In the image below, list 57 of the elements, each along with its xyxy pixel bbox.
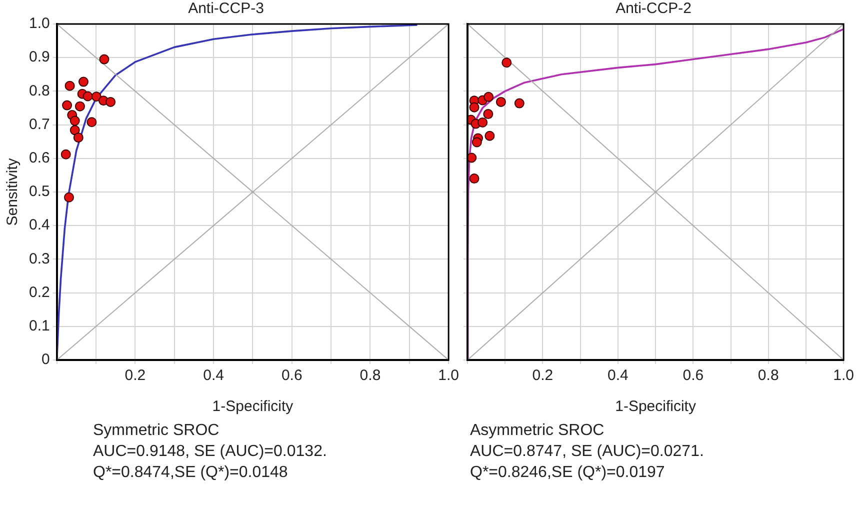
point bbox=[91, 92, 102, 102]
point bbox=[70, 125, 80, 136]
point bbox=[496, 96, 506, 107]
point bbox=[469, 102, 480, 112]
point bbox=[484, 92, 494, 102]
point bbox=[82, 91, 93, 102]
x-tick-label: 1.0 bbox=[438, 367, 460, 384]
x-tick-label: 0.4 bbox=[608, 367, 628, 384]
point bbox=[64, 192, 74, 202]
x-tick-label: 0.6 bbox=[682, 367, 704, 384]
text: AUC=0.9148, SE (AUC)=0.0132. bbox=[93, 442, 327, 462]
text: Symmetric SROC bbox=[93, 421, 220, 441]
point bbox=[86, 117, 97, 128]
point bbox=[472, 137, 482, 148]
point bbox=[468, 152, 477, 163]
point bbox=[514, 98, 524, 108]
x-axis-title: 1-Specificity bbox=[615, 398, 696, 416]
x-tick-label: 0.4 bbox=[203, 367, 224, 384]
point bbox=[484, 130, 495, 141]
y-axis-title: Sensitivity bbox=[4, 158, 22, 226]
point bbox=[483, 109, 494, 120]
text: Q*=0.8474,SE (Q*)=0.0148 bbox=[93, 463, 289, 483]
x-tick-label: 0.2 bbox=[124, 367, 146, 384]
x-tick-label: 0.8 bbox=[360, 367, 381, 384]
x-axis-title: 1-Specificity bbox=[212, 398, 294, 416]
y-tick-label: 0.3 bbox=[28, 250, 50, 268]
y-tick-label: 0 bbox=[42, 351, 50, 368]
point bbox=[106, 96, 116, 107]
y-tick-label: 0.5 bbox=[28, 183, 50, 200]
point bbox=[99, 54, 110, 64]
x-tick-label: 1.0 bbox=[833, 367, 854, 384]
text: Q*=0.8246,SE (Q*)=0.0197 bbox=[470, 463, 666, 483]
x-tick-label: 0.2 bbox=[532, 367, 554, 384]
point bbox=[64, 80, 75, 91]
point bbox=[74, 101, 85, 112]
point bbox=[73, 132, 84, 143]
point bbox=[469, 174, 480, 184]
point bbox=[70, 116, 80, 126]
x-tick-label: 0.8 bbox=[758, 367, 779, 384]
y-tick-label: 0.1 bbox=[28, 318, 50, 335]
point bbox=[78, 76, 88, 87]
y-tick-label: 1.0 bbox=[28, 15, 50, 32]
point bbox=[62, 100, 72, 110]
y-tick-label: 0.9 bbox=[28, 48, 50, 66]
point bbox=[502, 58, 512, 68]
point bbox=[478, 117, 488, 128]
y-tick-label: 0.8 bbox=[28, 82, 50, 100]
text: AUC=0.8747, SE (AUC)=0.0271. bbox=[470, 442, 704, 462]
point bbox=[60, 149, 71, 160]
chart-title: Anti-CCP-2 bbox=[616, 0, 692, 18]
y-tick-label: 0.4 bbox=[28, 216, 50, 234]
x-tick-label: 0.6 bbox=[281, 367, 302, 384]
chart-title: Anti-CCP-3 bbox=[188, 0, 264, 18]
y-tick-label: 0.7 bbox=[28, 116, 50, 133]
text: Asymmetric SROC bbox=[470, 421, 606, 441]
y-tick-label: 0.2 bbox=[28, 284, 50, 301]
y-tick-label: 0.6 bbox=[28, 150, 50, 167]
